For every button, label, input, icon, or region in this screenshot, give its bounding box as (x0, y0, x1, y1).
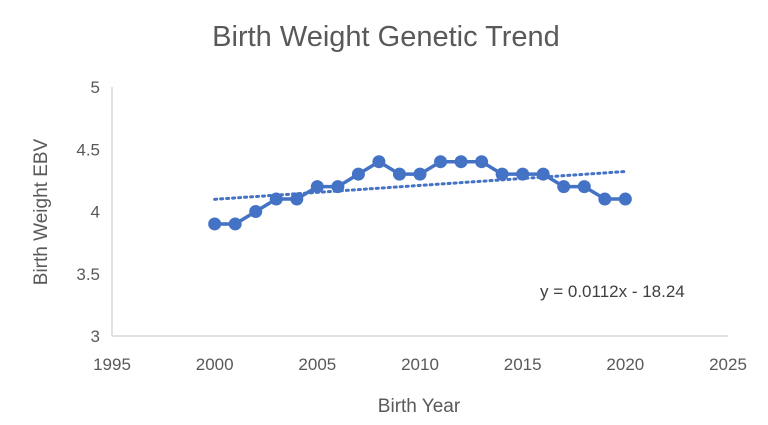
y-tick-label: 5 (91, 78, 100, 97)
x-tick-label: 2025 (709, 355, 747, 374)
data-point (454, 155, 468, 169)
data-point (331, 180, 345, 194)
data-point (290, 192, 304, 206)
trendline-equation: y = 0.0112x - 18.24 (540, 282, 685, 301)
chart-title: Birth Weight Genetic Trend (212, 21, 560, 53)
data-point (495, 167, 509, 181)
data-point (249, 205, 263, 218)
plot-area: 1995 2000 2005 2010 2015 2020 2025 3 3.5 4 4.5 5 (76, 78, 747, 374)
data-point (536, 167, 550, 181)
data-point (434, 155, 448, 169)
y-tick-label: 4.5 (76, 140, 100, 159)
data-point (372, 155, 386, 169)
data-point (351, 167, 365, 181)
data-point (413, 167, 427, 181)
data-point (310, 180, 324, 194)
data-point (228, 217, 242, 231)
x-tick-label: 2005 (298, 355, 336, 374)
y-tick-label: 4 (91, 203, 100, 222)
x-tick-label: 2010 (401, 355, 439, 374)
x-tick-label: 2015 (504, 355, 542, 374)
data-point (598, 192, 612, 206)
y-axis-title: Birth Weight EBV (31, 138, 52, 285)
data-point (618, 192, 632, 206)
y-tick-label: 3.5 (76, 265, 100, 284)
trendline (213, 170, 627, 201)
data-point (475, 155, 489, 169)
data-point (269, 192, 283, 206)
data-point (577, 180, 591, 194)
data-point (557, 180, 571, 194)
x-tick-label: 2000 (196, 355, 234, 374)
x-axis-title: Birth Year (378, 396, 461, 417)
x-tick-label: 2020 (606, 355, 644, 374)
data-point (516, 167, 530, 181)
data-point (208, 217, 222, 231)
data-point (392, 167, 406, 181)
x-tick-label: 1995 (93, 355, 131, 374)
y-tick-label: 3 (91, 327, 100, 346)
